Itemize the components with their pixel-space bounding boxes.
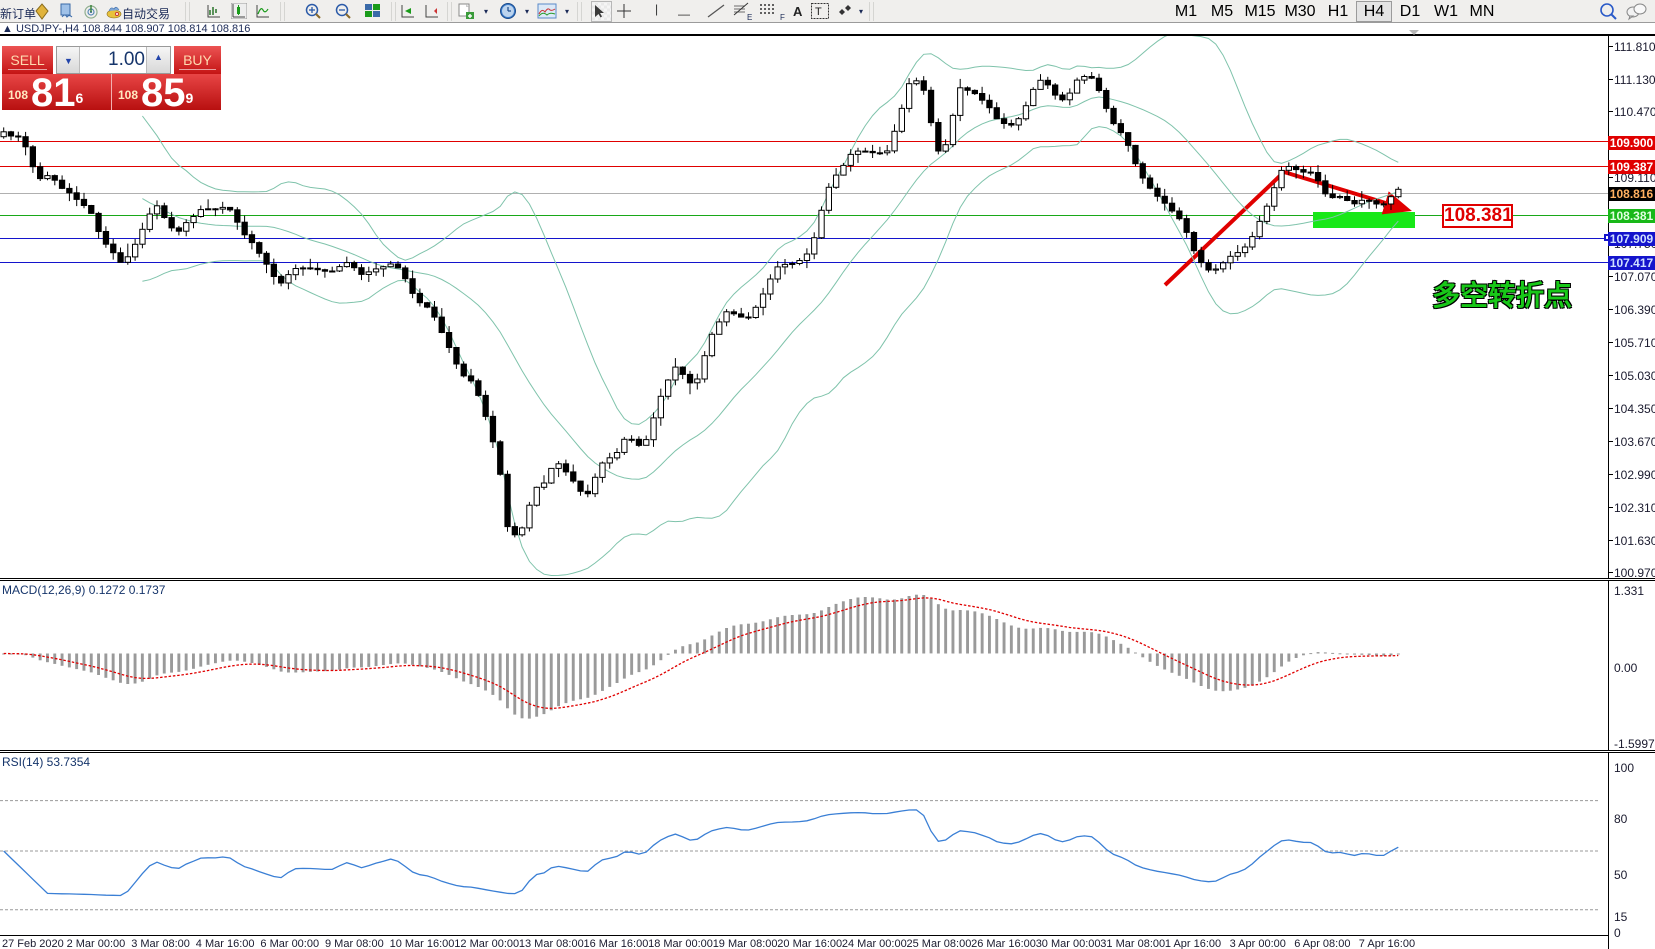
svg-text:T: T <box>815 6 822 18</box>
